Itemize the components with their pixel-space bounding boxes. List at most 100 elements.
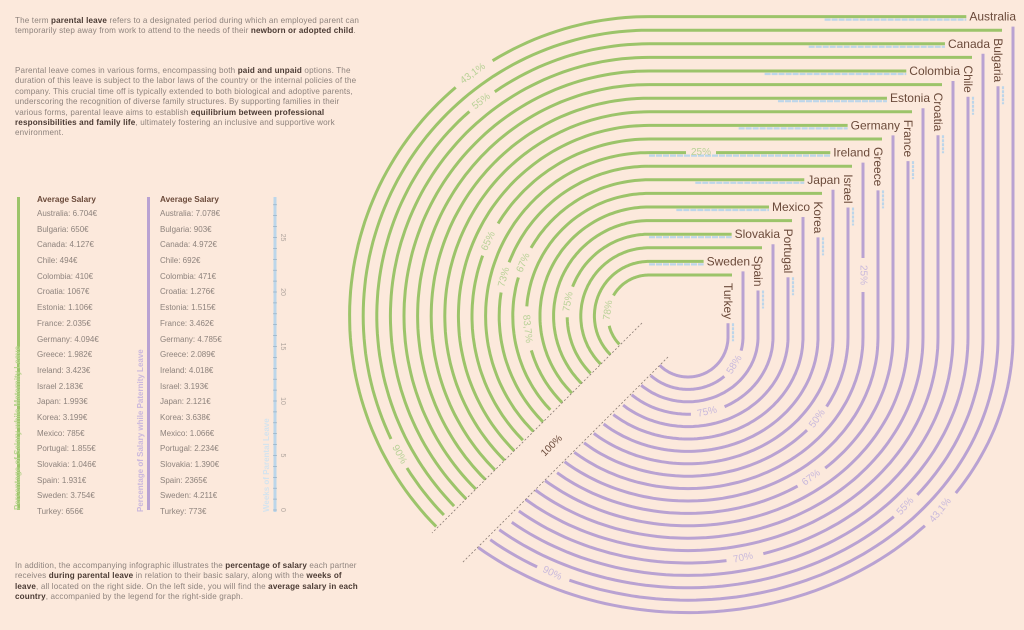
greece-maternity-arc <box>496 137 650 225</box>
body-text: refers to a designated period during whi… <box>15 16 360 36</box>
highlighted-text: equilibrium between professional respons… <box>15 107 325 128</box>
colombia-paternity-arc <box>518 509 727 565</box>
paternity-percent-label: 75% <box>696 405 718 420</box>
chile-maternity-arc <box>388 55 650 500</box>
colombia-paternity-arc <box>762 336 955 556</box>
maternity-salary-item: France: 2.035€ <box>37 318 91 328</box>
australia-maternity-arc <box>491 15 650 62</box>
maternity-percent-label: 65% <box>479 230 497 253</box>
paternity-percent-label: 58% <box>725 353 745 376</box>
paternity-salary-item: Israel: 3.193€ <box>160 381 209 391</box>
highlighted-text: paid and unpaid <box>237 66 303 75</box>
country-label-ireland: Ireland <box>833 146 870 160</box>
country-label-greece: Greece <box>871 147 885 187</box>
portugal-maternity-arc <box>552 219 649 385</box>
japan-maternity-arc <box>529 178 649 249</box>
country-label-israel: Israel <box>841 174 855 203</box>
paternity-percent-label: 70% <box>732 551 754 566</box>
maternity-salary-item: Mexico: 785€ <box>37 428 85 438</box>
paternity-salary-item: Spain: 2365€ <box>160 475 208 485</box>
australia-paternity-arc <box>477 524 926 615</box>
maternity-salary-item: Canada: 4.127€ <box>37 240 94 250</box>
israel-paternity-arc <box>825 336 850 408</box>
body-text: . <box>353 26 356 36</box>
canada-maternity-arc <box>375 110 471 508</box>
country-label-chile: Chile <box>961 65 975 93</box>
paternity-legend-bar <box>147 197 150 510</box>
maternity-salary-item: Ireland: 3.423€ <box>37 365 91 375</box>
mexico-paternity-arc <box>612 337 805 441</box>
japan-maternity-arc <box>511 277 552 411</box>
bulgaria-paternity-arc <box>489 538 538 569</box>
highlighted-text: parental leave <box>50 16 108 25</box>
maternity-percent-label: 25% <box>691 147 711 158</box>
maternity-percent-label: 67% <box>515 251 533 274</box>
australia-maternity-arc <box>348 86 457 528</box>
paternity-salary-item: Mexico: 1.066€ <box>160 428 215 438</box>
country-label-japan: Japan <box>807 173 840 187</box>
body-text: The term <box>15 16 51 25</box>
slovakia-maternity-arc <box>571 232 649 288</box>
highlighted-text: percentage of salary <box>225 561 307 570</box>
portugal-paternity-arc <box>622 337 790 429</box>
estonia-maternity-arc <box>429 96 650 472</box>
country-label-croatia: Croatia <box>931 93 945 132</box>
turkey-maternity-arc <box>612 273 649 297</box>
body-text: , accompanied by the legend for the righ… <box>45 592 244 602</box>
maternity-salary-item: Greece: 1.982€ <box>37 350 93 360</box>
france-paternity-arc <box>544 336 910 528</box>
intro-paragraph-2: Parental leave comes in various forms, e… <box>15 66 360 139</box>
highlighted-text: weeks of leave <box>15 571 342 591</box>
country-label-germany: Germany <box>851 118 900 132</box>
sweden-maternity-arc <box>592 259 649 356</box>
maternity-percent-label: 55% <box>470 91 493 112</box>
paternity-salary-item: Chile: 692€ <box>160 256 201 266</box>
maternity-salary-item: Japan: 1.993€ <box>37 397 88 407</box>
maternity-100-baseline <box>431 322 643 534</box>
paternity-salary-item: Japan: 2.121€ <box>160 397 211 407</box>
maternity-percent-label: 90% <box>389 443 408 466</box>
maternity-percent-label: 75% <box>561 291 575 313</box>
paternity-salary-item: Turkey: 773€ <box>160 507 207 517</box>
paternity-salary-item: Sweden: 4.211€ <box>160 491 218 501</box>
paternity-salary-item: Portugal: 2.234€ <box>160 444 219 454</box>
paternity-salary-item: Germany: 4.785€ <box>160 334 222 344</box>
paternity-salary-item: Canada: 4.972€ <box>160 240 217 250</box>
intro-paragraph-1: The term parental leave refers to a desi… <box>15 16 360 37</box>
israel-maternity-arc <box>497 292 545 423</box>
paternity-salary-item: Croatia: 1.276€ <box>160 287 215 297</box>
maternity-salary-item: Israel 2.183€ <box>37 381 84 391</box>
maternity-percent-label: 83,7% <box>520 314 534 343</box>
body-text: Parental leave comes in various forms, e… <box>15 66 238 75</box>
bulgaria-paternity-arc <box>568 336 1000 602</box>
israel-maternity-arc <box>507 164 650 263</box>
turkey-paternity-arc <box>658 337 730 379</box>
paternity-salary-list: Average Salary Australia: 7.078€ Bulgaria… <box>160 195 222 523</box>
croatia-maternity-arc <box>416 83 650 481</box>
ireland-paternity-arc <box>573 336 865 491</box>
country-label-slovakia: Slovakia <box>735 227 781 241</box>
colombia-maternity-arc <box>402 69 650 491</box>
israel-paternity-arc <box>583 429 809 478</box>
croatia-paternity-arc <box>524 336 940 553</box>
body-text: , all located on the right side. On the … <box>36 581 269 591</box>
full-scale-label: 100% <box>539 433 565 459</box>
germany-maternity-arc <box>456 123 650 452</box>
korea-maternity-arc <box>525 191 649 307</box>
maternity-salary-item: Sweden: 3.754€ <box>37 491 95 501</box>
maternity-salary-item: Turkey: 656€ <box>37 507 84 517</box>
paternity-salary-item: Ireland: 4.018€ <box>160 365 214 375</box>
maternity-percent-label: 78% <box>602 300 616 321</box>
japan-paternity-arc <box>592 337 835 466</box>
sweden-paternity-arc <box>649 374 726 391</box>
paternity-percent-label: 67% <box>800 467 823 488</box>
paternity-percent-label: 90% <box>541 564 564 583</box>
ireland-maternity-arc <box>484 151 650 433</box>
slovakia-paternity-arc <box>630 393 691 416</box>
bulgaria-maternity-arc <box>405 467 445 517</box>
body-text: each partner receives <box>15 561 357 581</box>
france-maternity-arc <box>443 110 650 462</box>
paternity-salary-item: Australia: 7.078€ <box>160 209 221 218</box>
paternity-salary-item: Estonia: 1.515€ <box>160 303 216 313</box>
slovakia-paternity-arc <box>723 337 775 409</box>
